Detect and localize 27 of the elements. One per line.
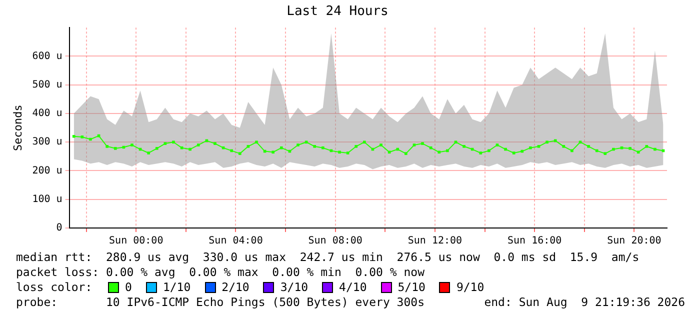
legend-label: 9/10 (456, 280, 484, 295)
legend-label: 0 (125, 280, 132, 295)
x-tick-label: Sun 16:00 (508, 236, 562, 247)
y-tick-label: 600 u (32, 50, 62, 62)
y-tick-label: 100 u (32, 194, 62, 205)
chart-title: Last 24 Hours (286, 4, 388, 20)
x-tick-label: Sun 12:00 (408, 236, 462, 247)
legend-title: loss color: (16, 280, 94, 295)
y-tick-label: 200 u (32, 165, 62, 176)
y-axis-title: Seconds (11, 104, 24, 151)
legend-label: 5/10 (398, 280, 426, 295)
x-tick-label: Sun 20:00 (607, 236, 662, 247)
text: packet loss: 0.00 % avg 0.00 % max 0.00 % min 0.00 % now (16, 265, 426, 280)
text: probe: 10 IPv6-ICMP Echo Pings (500 Bytes) every 300s (16, 295, 424, 310)
legend-label: 4/10 (339, 280, 367, 295)
text: median rtt: 280.9 us avg 330.0 us max 242.7 us min 276.5 us now 0.0 ms sd 15.9 am/s (16, 250, 640, 265)
y-tick-label: 500 u (32, 79, 62, 90)
x-tick-label: Sun 00:00 (109, 236, 164, 247)
text: end: Sun Aug 9 21:19:36 2026 (484, 295, 685, 310)
x-tick-label: Sun 08:00 (308, 236, 362, 247)
x-tick-label: Sun 04:00 (208, 236, 263, 247)
legend-label: 3/10 (280, 280, 308, 295)
legend-label: 1/10 (162, 280, 191, 295)
y-tick-label: 300 u (32, 136, 62, 148)
y-tick-label: 0 (56, 222, 62, 234)
legend-label: 2/10 (222, 280, 250, 295)
y-tick-label: 400 u (32, 108, 62, 120)
